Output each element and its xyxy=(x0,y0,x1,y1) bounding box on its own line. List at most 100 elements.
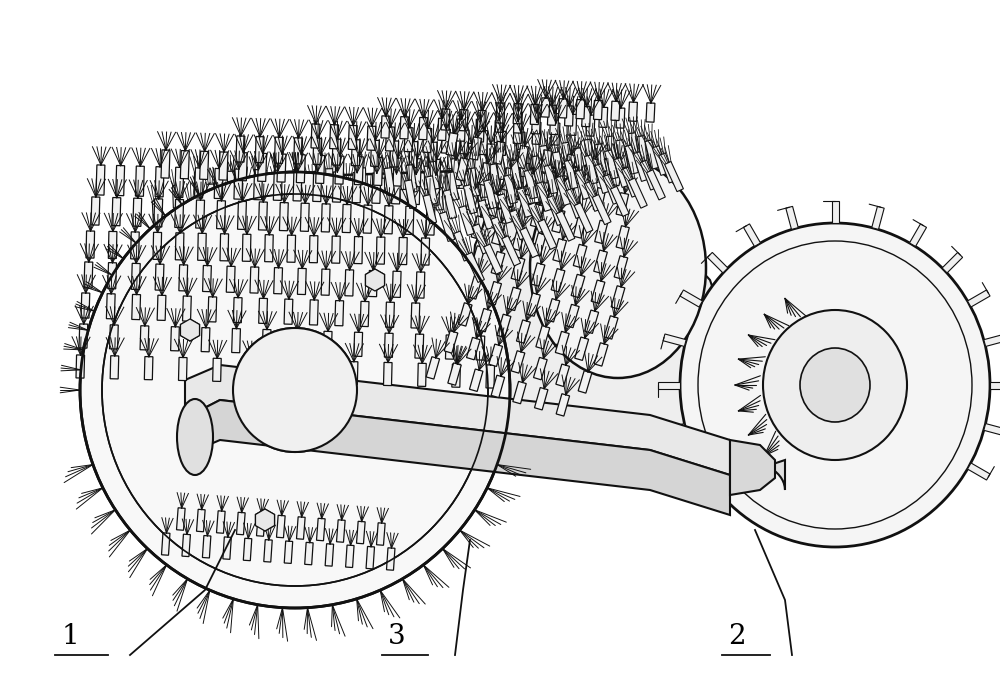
Polygon shape xyxy=(526,293,540,316)
Polygon shape xyxy=(254,170,263,200)
Polygon shape xyxy=(555,332,569,355)
Polygon shape xyxy=(243,538,252,560)
Polygon shape xyxy=(329,193,337,215)
Polygon shape xyxy=(173,185,180,208)
Polygon shape xyxy=(346,545,354,567)
Polygon shape xyxy=(548,172,556,195)
Polygon shape xyxy=(384,168,395,195)
Polygon shape xyxy=(133,198,142,226)
Polygon shape xyxy=(76,355,85,378)
Polygon shape xyxy=(584,181,601,211)
Polygon shape xyxy=(568,114,577,135)
Polygon shape xyxy=(564,154,576,177)
Polygon shape xyxy=(457,165,465,188)
Polygon shape xyxy=(492,221,505,245)
Polygon shape xyxy=(573,244,587,267)
Polygon shape xyxy=(354,156,363,185)
Polygon shape xyxy=(610,186,629,216)
Polygon shape xyxy=(540,145,550,174)
Polygon shape xyxy=(497,314,511,338)
Polygon shape xyxy=(984,334,1000,346)
Polygon shape xyxy=(309,236,318,262)
Polygon shape xyxy=(480,174,488,198)
Polygon shape xyxy=(652,146,668,175)
Polygon shape xyxy=(202,535,211,558)
Polygon shape xyxy=(593,188,606,211)
Polygon shape xyxy=(585,310,599,334)
Polygon shape xyxy=(438,118,447,140)
Polygon shape xyxy=(177,508,185,530)
Polygon shape xyxy=(575,170,590,200)
Polygon shape xyxy=(616,140,628,168)
Polygon shape xyxy=(277,154,286,182)
Polygon shape xyxy=(175,233,184,260)
Polygon shape xyxy=(743,224,761,246)
Polygon shape xyxy=(491,217,508,247)
Polygon shape xyxy=(196,200,205,228)
Polygon shape xyxy=(509,198,522,222)
Polygon shape xyxy=(990,382,1000,389)
Polygon shape xyxy=(337,520,345,542)
Polygon shape xyxy=(207,184,214,207)
Polygon shape xyxy=(942,253,963,273)
Polygon shape xyxy=(532,122,541,144)
Polygon shape xyxy=(832,201,838,223)
Polygon shape xyxy=(162,533,170,555)
Polygon shape xyxy=(909,224,927,246)
Polygon shape xyxy=(730,440,775,495)
Polygon shape xyxy=(546,299,560,322)
Polygon shape xyxy=(179,357,187,380)
Polygon shape xyxy=(294,138,303,164)
Polygon shape xyxy=(426,207,435,235)
Polygon shape xyxy=(471,186,479,209)
Polygon shape xyxy=(325,544,334,566)
Polygon shape xyxy=(232,329,240,352)
Polygon shape xyxy=(663,334,686,346)
Polygon shape xyxy=(524,170,538,199)
Polygon shape xyxy=(496,103,505,123)
Polygon shape xyxy=(435,188,443,210)
Polygon shape xyxy=(409,142,418,168)
Ellipse shape xyxy=(233,328,357,452)
Polygon shape xyxy=(258,196,266,218)
Polygon shape xyxy=(293,330,301,355)
Polygon shape xyxy=(516,132,525,156)
Polygon shape xyxy=(616,225,629,249)
Polygon shape xyxy=(412,158,421,187)
Polygon shape xyxy=(556,211,575,242)
Polygon shape xyxy=(967,290,990,307)
Polygon shape xyxy=(570,183,583,206)
Polygon shape xyxy=(183,296,191,321)
Polygon shape xyxy=(108,232,117,258)
Polygon shape xyxy=(315,361,324,384)
Polygon shape xyxy=(179,265,188,291)
Polygon shape xyxy=(416,272,425,298)
Polygon shape xyxy=(423,128,432,153)
Polygon shape xyxy=(360,302,369,327)
Polygon shape xyxy=(441,129,450,154)
Polygon shape xyxy=(571,274,585,297)
Polygon shape xyxy=(695,460,785,490)
Polygon shape xyxy=(185,400,730,515)
Polygon shape xyxy=(399,237,407,265)
Polygon shape xyxy=(444,331,458,353)
Polygon shape xyxy=(517,149,528,177)
Polygon shape xyxy=(514,112,522,133)
Polygon shape xyxy=(386,302,394,327)
Polygon shape xyxy=(586,115,595,136)
Polygon shape xyxy=(194,172,202,195)
Polygon shape xyxy=(604,315,618,339)
Polygon shape xyxy=(594,343,608,366)
Polygon shape xyxy=(646,103,655,122)
Polygon shape xyxy=(335,301,344,326)
Polygon shape xyxy=(659,153,676,183)
Polygon shape xyxy=(573,215,586,238)
Polygon shape xyxy=(520,228,539,258)
Polygon shape xyxy=(559,98,567,118)
Polygon shape xyxy=(541,183,549,205)
Polygon shape xyxy=(237,512,245,535)
Polygon shape xyxy=(406,165,417,193)
Polygon shape xyxy=(273,170,282,200)
Polygon shape xyxy=(592,195,611,225)
Polygon shape xyxy=(343,179,351,202)
